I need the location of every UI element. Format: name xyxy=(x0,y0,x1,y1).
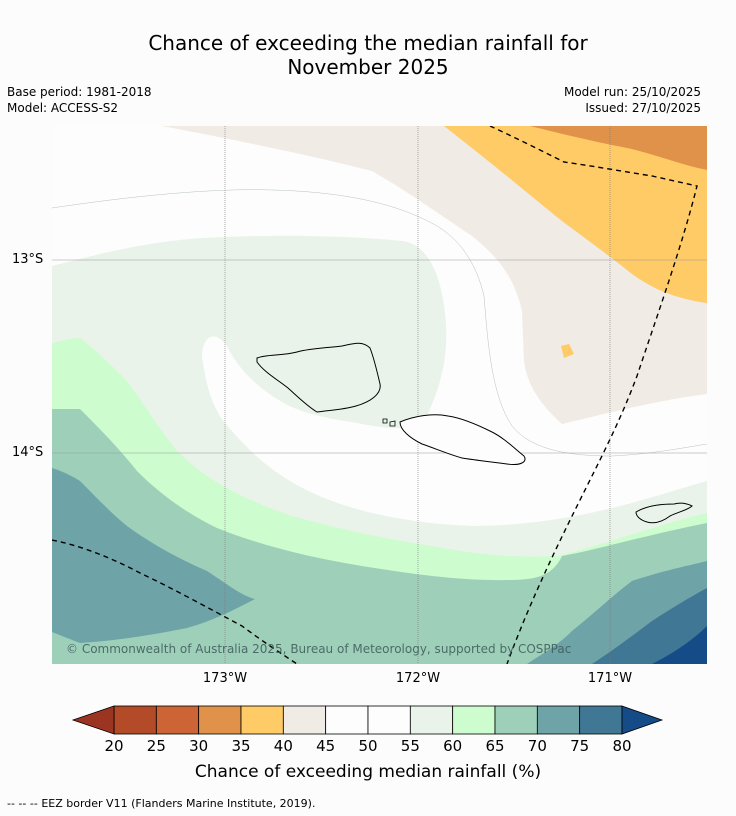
region-80-plus xyxy=(652,626,707,664)
colorbar-cell xyxy=(155,705,200,735)
eez-border-east xyxy=(489,126,698,664)
chart-title-line2: November 2025 xyxy=(287,55,449,79)
chart-title-line1: Chance of exceeding the median rainfall … xyxy=(148,31,588,55)
colorbar-tick-label: 75 xyxy=(570,737,590,755)
copyright-notice: © Commonwealth of Australia 2025, Bureau… xyxy=(66,642,572,656)
lon-label-171w: 171°W xyxy=(587,671,633,686)
region-70-75-spot xyxy=(77,592,86,600)
base-period: Base period: 1981-2018 xyxy=(7,85,152,99)
colorbar-cell xyxy=(494,705,538,735)
colorbar-label: Chance of exceeding median rainfall (%) xyxy=(194,762,542,782)
region-35-40 xyxy=(444,126,707,303)
eez-legend-text: EEZ border V11 (Flanders Marine Institut… xyxy=(41,797,316,810)
colorbar-tick-label: 20 xyxy=(104,737,124,755)
issued-date: Issued: 27/10/2025 xyxy=(585,101,701,115)
colorbar-cell xyxy=(536,705,581,735)
region-75-80 xyxy=(592,588,707,664)
colorbar-max-extend xyxy=(621,705,664,735)
colorbar-tick-label: 60 xyxy=(443,737,463,755)
island-savaii xyxy=(256,342,381,413)
colorbar-tick-label: 30 xyxy=(189,737,209,755)
rainfall-map xyxy=(52,126,707,664)
colorbar-cell xyxy=(579,705,623,735)
colorbar-cell xyxy=(367,705,411,735)
colorbar-tick-label: 35 xyxy=(231,737,251,755)
meta-right: Model run: 25/10/2025 Issued: 27/10/2025 xyxy=(564,84,701,116)
model-name: Model: ACCESS-S2 xyxy=(7,101,119,115)
lat-label-14s: 14°S xyxy=(12,445,44,460)
colorbar-cell xyxy=(198,705,242,735)
contour-line xyxy=(52,189,707,457)
colorbar-tick-label: 65 xyxy=(485,737,505,755)
graticule xyxy=(52,126,707,664)
island-islet-1 xyxy=(382,418,388,424)
colorbar-cell xyxy=(240,705,284,735)
colorbar-tick-label: 50 xyxy=(358,737,378,755)
colorbar xyxy=(71,705,664,735)
eez-legend-symbol: -- -- -- xyxy=(7,797,38,810)
eez-border-west xyxy=(52,539,298,664)
colorbar-tick-label: 45 xyxy=(316,737,336,755)
lat-label-13s: 13°S xyxy=(12,252,44,267)
eez-legend: -- -- -- EEZ border V11 (Flanders Marine… xyxy=(7,797,315,810)
colorbar-tick-label: 25 xyxy=(146,737,166,755)
meta-left: Base period: 1981-2018 Model: ACCESS-S2 xyxy=(7,84,152,116)
colorbar-cell xyxy=(452,705,496,735)
colorbar-tick-label: 70 xyxy=(527,737,547,755)
island-upolu xyxy=(399,414,526,465)
model-run: Model run: 25/10/2025 xyxy=(563,85,701,99)
region-35-40-spot xyxy=(561,344,574,358)
colorbar-tick-label: 55 xyxy=(400,737,420,755)
colorbar-cell xyxy=(113,705,157,735)
colorbar-min-extend xyxy=(71,705,115,735)
region-70-75 xyxy=(52,468,255,643)
colorbar-tick-label: 80 xyxy=(612,737,632,755)
lon-label-172w: 172°W xyxy=(395,671,441,686)
lon-label-173w: 173°W xyxy=(202,671,248,686)
colorbar-cell xyxy=(409,705,454,735)
island-islet-2 xyxy=(389,420,396,427)
island-tutuila xyxy=(635,502,693,524)
colorbar-cell xyxy=(282,705,327,735)
colorbar-cell xyxy=(325,705,369,735)
colorbar-tick-label: 40 xyxy=(273,737,293,755)
region-30-35 xyxy=(530,126,707,170)
